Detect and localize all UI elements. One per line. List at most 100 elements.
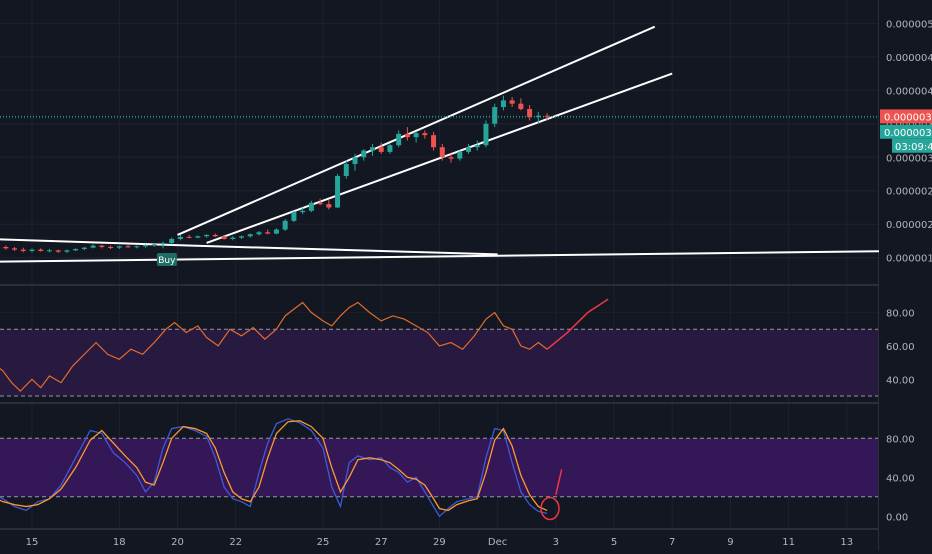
candle-body: [116, 246, 122, 248]
candle-body: [142, 244, 148, 247]
candle-body: [20, 249, 26, 252]
time-axis-label: 27: [375, 537, 388, 548]
time-axis-label: 5: [611, 537, 617, 548]
candle-body: [352, 157, 358, 164]
candle-body: [195, 236, 201, 238]
candle-body: [29, 249, 35, 252]
candle-body: [46, 250, 52, 252]
candle-body: [413, 133, 419, 138]
time-axis-label: 11: [782, 537, 795, 548]
time-axis-label: 3: [553, 537, 559, 548]
candle-body: [466, 147, 471, 152]
candle-body: [527, 109, 533, 118]
time-axis-label: 18: [113, 537, 126, 548]
candle-body: [265, 232, 271, 234]
price-axis-label: 0.00000250: [886, 187, 932, 198]
last-price-badge: [880, 109, 932, 124]
candle-body: [439, 147, 445, 158]
price-axis-label: 0.00000300: [886, 153, 932, 164]
candle-body: [291, 212, 297, 221]
candle-body: [396, 133, 402, 146]
candle-body: [221, 236, 227, 239]
time-axis-label: 13: [840, 537, 853, 548]
candle-body: [3, 246, 9, 249]
time-axis-label: 7: [669, 537, 675, 548]
candle-body: [55, 250, 61, 252]
rsi-axis-label: 80.00: [886, 309, 915, 320]
price-axis-label: 0.00000200: [886, 220, 932, 231]
candle-body: [108, 246, 114, 248]
candle-body: [169, 238, 175, 243]
candle-body: [308, 202, 314, 211]
candle-body: [273, 229, 279, 234]
candle-body: [431, 135, 437, 148]
trend-line: [206, 72, 673, 244]
rsi-line: [0, 301, 548, 392]
candle-body: [518, 103, 524, 110]
last-price-badge-text: 0.00000361: [884, 112, 932, 123]
candle-body: [378, 147, 384, 152]
price-axis-label: 0.00000450: [886, 53, 932, 64]
candle-body: [38, 249, 44, 252]
rsi-band: [0, 329, 878, 396]
candle-body: [160, 242, 166, 245]
candle-body: [500, 100, 506, 108]
countdown-badge-text: 03:09:47: [895, 142, 932, 153]
candle-body: [256, 232, 262, 235]
candle-body: [483, 123, 489, 146]
time-axis-label: 25: [317, 537, 330, 548]
time-axis-label: 29: [433, 537, 446, 548]
candle-body: [317, 202, 323, 205]
candle-body: [422, 133, 428, 136]
candle-body: [448, 157, 454, 159]
stoch-annotation-circle: [540, 496, 560, 521]
candle-body: [212, 234, 218, 237]
trend-line: [192, 244, 498, 256]
trend-line: [0, 238, 193, 247]
candle-body: [204, 234, 210, 237]
candle-body: [544, 115, 550, 117]
candle-body: [99, 245, 105, 247]
trend-line: [0, 250, 906, 263]
stoch-k-line: [0, 418, 548, 518]
candle-body: [509, 100, 515, 104]
time-axis-label: 9: [727, 537, 733, 548]
time-axis-label: 15: [26, 537, 39, 548]
trend-line: [177, 25, 656, 236]
time-axis-label: 22: [229, 537, 242, 548]
candle-body: [247, 234, 253, 237]
countdown-badge: [892, 138, 932, 153]
candle-body: [186, 236, 192, 238]
stoch-annotation-tick: [555, 469, 563, 496]
candle-body: [81, 247, 87, 249]
time-axis-label: 20: [171, 537, 184, 548]
buy-marker: [156, 253, 177, 266]
candle-body: [535, 115, 541, 118]
candle-body: [404, 133, 410, 138]
stoch-d-line: [0, 420, 548, 512]
price-axis-label: 0.00000150: [886, 254, 932, 265]
candle-body: [12, 248, 18, 250]
stoch-axis-label: 0.00: [886, 512, 908, 523]
candle-body: [326, 204, 332, 208]
price-axis-background: [879, 0, 932, 550]
candle-body: [90, 245, 96, 248]
ask-price-badge-text: 0.00000359: [884, 128, 932, 139]
candle-body: [151, 244, 157, 246]
time-axis-label: Dec: [488, 537, 507, 548]
candle-body: [474, 145, 480, 148]
candle-body: [335, 176, 341, 208]
candle-body: [282, 220, 288, 230]
candle-body: [125, 246, 131, 248]
candle-body: [230, 237, 236, 239]
candle-body: [343, 163, 349, 177]
candle-body: [134, 246, 140, 248]
candle-body: [177, 236, 183, 239]
rsi-axis-label: 40.00: [886, 375, 915, 386]
stoch-axis-label: 80.00: [886, 434, 915, 445]
price-axis-label: 0.00000400: [886, 86, 932, 97]
candle-body: [300, 210, 306, 213]
candle-body: [64, 250, 70, 252]
